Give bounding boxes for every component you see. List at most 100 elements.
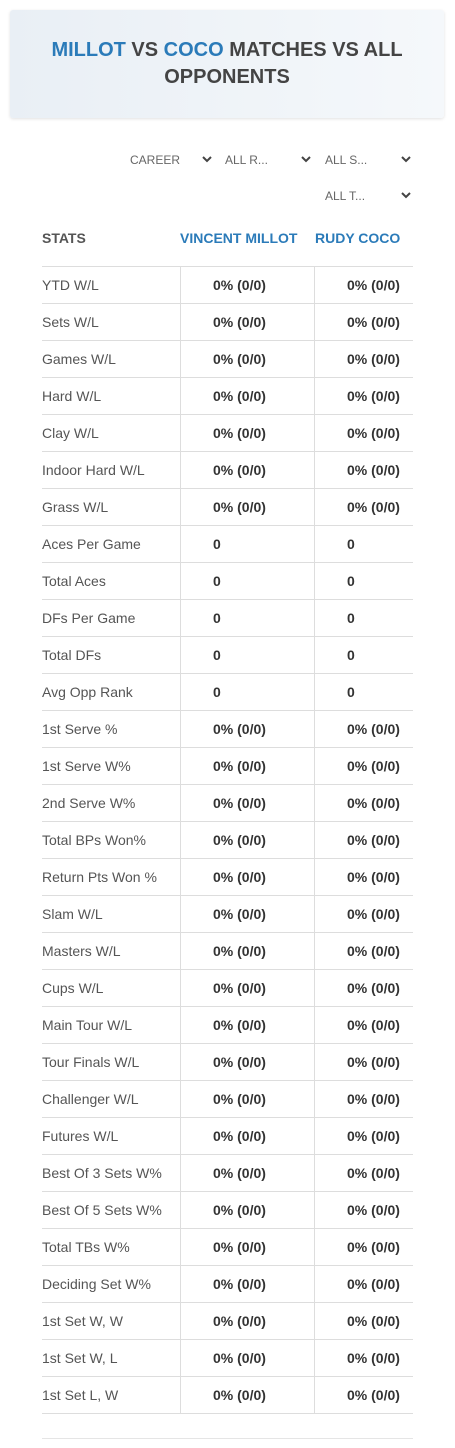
filter-dropdown[interactable]: ALL T...: [325, 186, 411, 206]
stat-value: 0% (0/0): [180, 970, 314, 1006]
table-row: Total Aces 0 0: [42, 562, 413, 599]
stat-value: 0: [180, 526, 314, 562]
stat-label: Games W/L: [42, 351, 116, 367]
table-row: Slam W/L 0% (0/0) 0% (0/0): [42, 895, 413, 932]
stat-label: 1st Serve W%: [42, 758, 131, 774]
stat-value: 0% (0/0): [180, 1303, 314, 1339]
filter-dropdown[interactable]: ALL R...: [225, 150, 311, 170]
table-row: Total BPs Won% 0% (0/0) 0% (0/0): [42, 821, 413, 858]
chevron: [401, 192, 411, 199]
stat-value: 0% (0/0): [314, 748, 413, 784]
stat-label: 1st Serve %: [42, 721, 118, 737]
stat-value: 0: [314, 637, 413, 673]
column-header[interactable]: VINCENT MILLOT: [180, 230, 298, 246]
table-row: YTD W/L 0% (0/0) 0% (0/0): [42, 266, 413, 303]
table-row: 1st Set W, L 0% (0/0) 0% (0/0): [42, 1339, 413, 1376]
stat-label: Aces Per Game: [42, 536, 141, 552]
stat-label: Grass W/L: [42, 499, 109, 515]
stat-value: 0% (0/0): [180, 1118, 314, 1154]
stat-value: 0% (0/0): [180, 1155, 314, 1191]
player1-name: MILLOT: [51, 39, 126, 61]
stat-value: 0% (0/0): [180, 859, 314, 895]
table-row: Sets W/L 0% (0/0) 0% (0/0): [42, 303, 413, 340]
stat-value: 0% (0/0): [314, 378, 413, 414]
table-row: 1st Serve W% 0% (0/0) 0% (0/0): [42, 747, 413, 784]
stat-value: 0% (0/0): [314, 341, 413, 377]
stat-value: 0% (0/0): [180, 1007, 314, 1043]
table-row: Aces Per Game 0 0: [42, 525, 413, 562]
filter-dropdown[interactable]: CAREER: [130, 150, 212, 170]
table-row: Main Tour W/L 0% (0/0) 0% (0/0): [42, 1006, 413, 1043]
stat-value: 0% (0/0): [314, 970, 413, 1006]
table-row: Cups W/L 0% (0/0) 0% (0/0): [42, 969, 413, 1006]
column-header[interactable]: RUDY COCO: [315, 230, 401, 246]
stat-label: 1st Set W, W: [42, 1313, 123, 1329]
stat-value: 0% (0/0): [314, 859, 413, 895]
table-row: Best Of 3 Sets W% 0% (0/0) 0% (0/0): [42, 1154, 413, 1191]
stat-value: 0% (0/0): [314, 1377, 413, 1413]
table-row: 1st Set W, W 0% (0/0) 0% (0/0): [42, 1302, 413, 1339]
stat-value: 0% (0/0): [180, 1266, 314, 1302]
stat-label: Cups W/L: [42, 980, 104, 996]
stat-value: 0: [180, 563, 314, 599]
stat-value: 0: [314, 600, 413, 636]
stat-value: 0: [180, 637, 314, 673]
stat-value: 0% (0/0): [314, 1192, 413, 1228]
stat-label: Total BPs Won%: [42, 832, 147, 848]
stat-value: 0% (0/0): [180, 1377, 314, 1413]
table-row: 2nd Serve W% 0% (0/0) 0% (0/0): [42, 784, 413, 821]
title: MILLOT VS COCO MATCHES VS ALL OPPONENTS: [27, 37, 427, 91]
stat-value: 0% (0/0): [180, 711, 314, 747]
stat-value: 0% (0/0): [314, 933, 413, 969]
table-row: DFs Per Game 0 0: [42, 599, 413, 636]
stat-label: Slam W/L: [42, 906, 103, 922]
stat-value: 0% (0/0): [314, 1303, 413, 1339]
table-row: Avg Opp Rank 0 0: [42, 673, 413, 710]
stat-value: 0: [314, 674, 413, 710]
stat-value: 0% (0/0): [314, 1266, 413, 1302]
stat-value: 0% (0/0): [314, 267, 413, 303]
stat-value: 0% (0/0): [314, 1155, 413, 1191]
stat-label: Challenger W/L: [42, 1091, 139, 1107]
stat-label: 1st Set L, W: [42, 1387, 119, 1403]
stat-label: Avg Opp Rank: [42, 684, 133, 700]
stat-value: 0% (0/0): [314, 415, 413, 451]
stat-label: 2nd Serve W%: [42, 795, 136, 811]
stat-label: Return Pts Won %: [42, 869, 157, 885]
player2-name: COCO: [163, 39, 224, 61]
stat-value: 0% (0/0): [314, 896, 413, 932]
stat-label: YTD W/L: [42, 277, 99, 293]
stat-value: 0% (0/0): [314, 304, 413, 340]
stat-value: 0% (0/0): [314, 489, 413, 525]
chevron: [202, 156, 212, 163]
stat-value: 0% (0/0): [180, 341, 314, 377]
stat-value: 0% (0/0): [314, 1007, 413, 1043]
table-row: Total DFs 0 0: [42, 636, 413, 673]
stat-value: 0% (0/0): [180, 1192, 314, 1228]
table-row: Games W/L 0% (0/0) 0% (0/0): [42, 340, 413, 377]
stat-value: 0% (0/0): [180, 415, 314, 451]
stat-value: 0% (0/0): [180, 1081, 314, 1117]
table-row: Masters W/L 0% (0/0) 0% (0/0): [42, 932, 413, 969]
stat-value: 0% (0/0): [180, 378, 314, 414]
stat-label: DFs Per Game: [42, 610, 136, 626]
stat-label: Total TBs W%: [42, 1239, 130, 1255]
stat-label: Hard W/L: [42, 388, 102, 404]
table-row: Tour Finals W/L 0% (0/0) 0% (0/0): [42, 1043, 413, 1080]
stat-value: 0% (0/0): [314, 1229, 413, 1265]
stat-label: Best Of 3 Sets W%: [42, 1165, 162, 1181]
table-row: Best Of 5 Sets W% 0% (0/0) 0% (0/0): [42, 1191, 413, 1228]
filter-label: CAREER: [130, 153, 181, 167]
stat-value: 0% (0/0): [180, 748, 314, 784]
filter-dropdown[interactable]: ALL S...: [325, 150, 411, 170]
stat-label: Indoor Hard W/L: [42, 462, 145, 478]
stat-value: 0% (0/0): [180, 785, 314, 821]
stat-value: 0: [314, 526, 413, 562]
table-row: Hard W/L 0% (0/0) 0% (0/0): [42, 377, 413, 414]
stat-label: Masters W/L: [42, 943, 121, 959]
stat-value: 0: [180, 674, 314, 710]
stat-value: 0% (0/0): [314, 452, 413, 488]
table-row: Indoor Hard W/L 0% (0/0) 0% (0/0): [42, 451, 413, 488]
stat-value: 0% (0/0): [180, 267, 314, 303]
